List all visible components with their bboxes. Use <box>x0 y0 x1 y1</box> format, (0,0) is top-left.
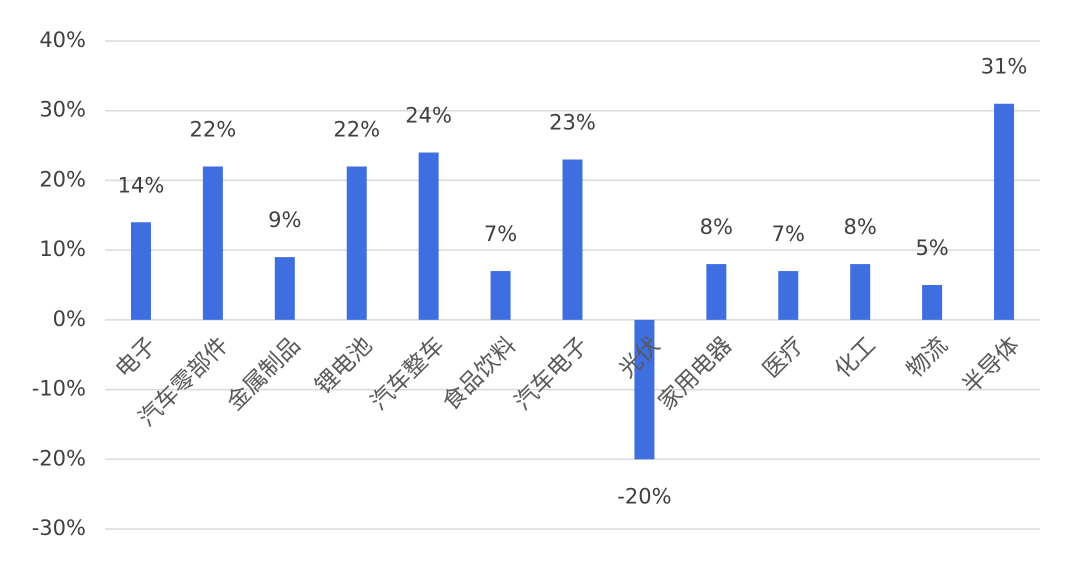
value-label: 7% <box>484 222 517 246</box>
value-label: 7% <box>772 222 805 246</box>
value-label: 14% <box>118 173 165 197</box>
y-tick-label: 40% <box>39 28 86 52</box>
value-label: 8% <box>700 215 733 239</box>
bar <box>490 271 511 320</box>
y-tick-label: 30% <box>39 98 86 122</box>
x-tick-label: 光伏 <box>614 332 665 383</box>
value-label: 22% <box>333 117 380 141</box>
bar <box>778 271 799 320</box>
bar <box>850 264 871 320</box>
x-tick-label: 汽车整车 <box>366 332 449 415</box>
x-tick-label: 物流 <box>902 332 953 383</box>
value-label: -20% <box>617 484 671 508</box>
value-label: 23% <box>549 111 596 135</box>
x-tick-label: 食品饮料 <box>438 332 521 415</box>
x-tick-label: 电子 <box>111 332 162 383</box>
bar <box>202 166 223 320</box>
x-tick-label: 金属制品 <box>222 332 305 415</box>
y-tick-label: 10% <box>39 237 86 261</box>
y-tick-label: 20% <box>39 167 86 191</box>
x-tick-label: 家用电器 <box>654 332 737 415</box>
value-label: 8% <box>844 215 877 239</box>
y-tick-label: -20% <box>32 446 86 470</box>
bar <box>130 222 151 320</box>
x-tick-label: 化工 <box>830 332 881 383</box>
bar <box>994 103 1015 320</box>
bar <box>346 166 367 320</box>
x-tick-label: 汽车电子 <box>510 332 593 415</box>
value-label: 31% <box>981 55 1028 79</box>
bar <box>562 159 583 320</box>
value-label: 5% <box>915 236 948 260</box>
bar <box>706 264 727 320</box>
value-label: 24% <box>405 104 452 128</box>
y-tick-label: 0% <box>53 307 86 331</box>
x-tick-label: 医疗 <box>758 332 809 383</box>
y-tick-label: -10% <box>32 377 86 401</box>
y-tick-label: -30% <box>32 516 86 540</box>
bar <box>922 285 943 320</box>
bar <box>274 257 295 320</box>
value-label: 9% <box>268 208 301 232</box>
value-label: 22% <box>190 117 237 141</box>
bar <box>634 319 655 460</box>
bar <box>418 152 439 320</box>
